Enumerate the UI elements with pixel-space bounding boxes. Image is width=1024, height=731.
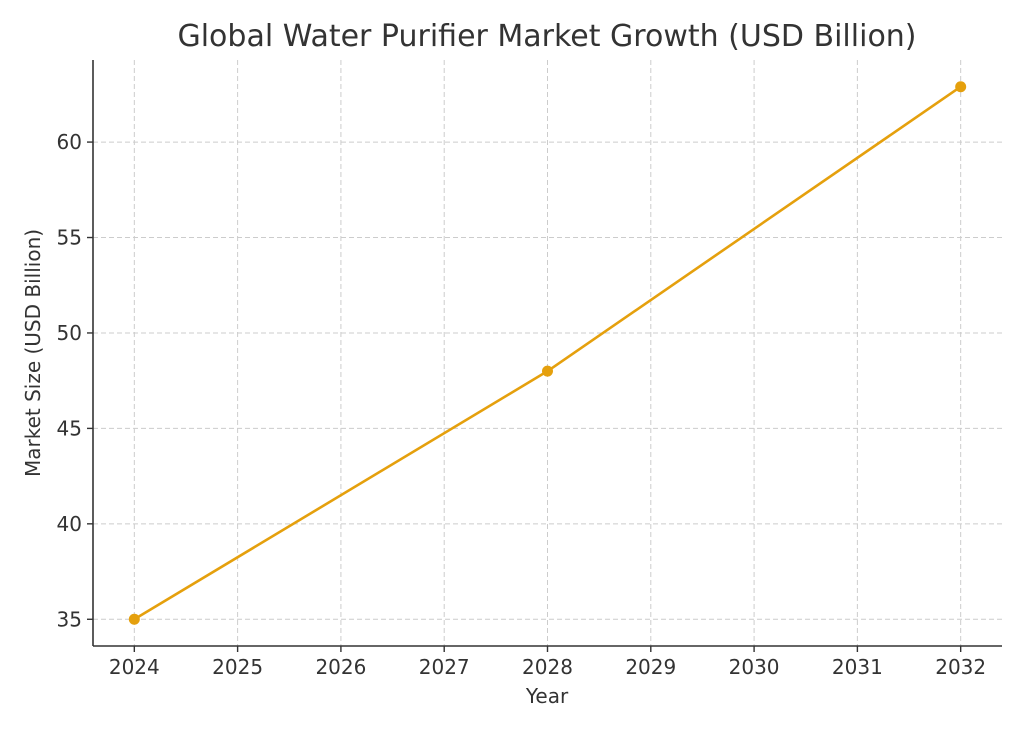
y-axis-label: Market Size (USD Billion) — [21, 229, 45, 477]
tick-labels: 2024 2025 2026 2027 2028 2029 2030 2031 2032 35 40… — [57, 130, 987, 679]
x-tick-label-2032: 2032 — [935, 655, 986, 679]
axes — [87, 60, 1002, 652]
data-point-2024 — [128, 613, 140, 625]
grid — [93, 60, 1002, 646]
y-tick-label-55: 55 — [57, 226, 82, 250]
x-tick-label-2029: 2029 — [625, 655, 676, 679]
series-layer — [128, 81, 967, 625]
y-tick-label-40: 40 — [57, 512, 82, 536]
x-tick-label-2027: 2027 — [419, 655, 470, 679]
x-tick-label-2028: 2028 — [522, 655, 573, 679]
y-tick-label-60: 60 — [57, 130, 82, 154]
x-axis-label: Year — [525, 684, 569, 708]
x-tick-label-2024: 2024 — [109, 655, 160, 679]
x-tick-label-2026: 2026 — [315, 655, 366, 679]
x-tick-label-2025: 2025 — [212, 655, 263, 679]
y-tick-label-35: 35 — [57, 607, 82, 631]
data-point-2032 — [955, 81, 967, 93]
x-tick-label-2030: 2030 — [729, 655, 780, 679]
data-point-2028 — [542, 365, 553, 377]
chart-title: Global Water Purifier Market Growth (USD… — [177, 19, 916, 54]
y-tick-label-45: 45 — [57, 416, 82, 440]
y-tick-label-50: 50 — [57, 321, 82, 345]
x-tick-label-2031: 2031 — [832, 655, 883, 679]
